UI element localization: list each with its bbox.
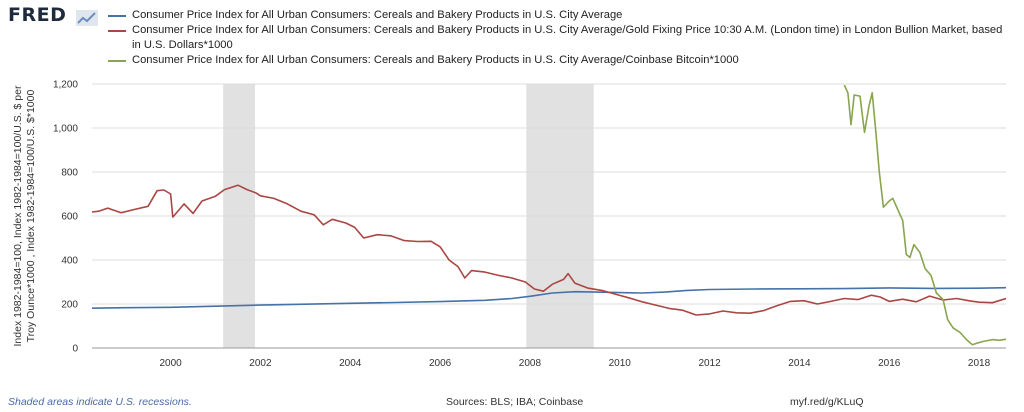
x-tick-label: 2018 [968,358,991,369]
y-tick-label: 800 [61,168,78,179]
recessions-note: Shaded areas indicate U.S. recessions. [8,396,192,408]
legend-label-gold: Consumer Price Index for All Urban Consu… [132,24,1003,51]
x-tick-label: 2012 [698,358,721,369]
x-tick-label: 2010 [609,358,632,369]
legend-swatch-bitcoin [108,60,126,62]
y-tick-label: 400 [61,256,78,267]
grid-layer [92,83,1006,349]
x-tick-label: 2004 [339,358,362,369]
fred-chart-icon [76,10,98,26]
legend-item-cpi: Consumer Price Index for All Urban Consu… [108,8,1008,23]
sources-text: Sources: BLS; IBA; Coinbase [446,396,584,408]
legend-swatch-cpi [108,15,126,17]
chart-legend: Consumer Price Index for All Urban Consu… [108,8,1008,68]
y-tick-label: 200 [61,300,78,311]
y-tick-label: 1,200 [53,80,78,91]
series-line-cpi[interactable] [92,286,1006,309]
legend-label-cpi: Consumer Price Index for All Urban Consu… [132,9,623,21]
x-tick-label: 2000 [159,358,182,369]
x-tick-label: 2008 [519,358,542,369]
y-tick-label: 600 [61,212,78,223]
legend-swatch-gold [108,30,126,32]
legend-item-bitcoin: Consumer Price Index for All Urban Consu… [108,53,1008,68]
x-tick-label: 2006 [429,358,452,369]
series-line-gold-ratio[interactable] [92,184,1006,316]
y-tick-label: 0 [72,344,78,355]
fred-logo[interactable]: FRED [8,4,67,26]
series-line-bitcoin-ratio[interactable] [843,84,1006,346]
short-url-link[interactable]: myf.red/g/KLuQ [790,396,864,408]
x-tick-label: 2002 [249,358,272,369]
legend-item-gold: Consumer Price Index for All Urban Consu… [108,23,1008,53]
y-tick-label: 1,000 [53,124,78,135]
x-tick-label: 2014 [788,358,811,369]
tick-layer: 0 200 400 600 800 1,000 1,200 2000 2002 2004 2006 2… [53,80,991,370]
series-layer [92,84,1006,346]
x-tick-label: 2016 [878,358,901,369]
legend-label-bitcoin: Consumer Price Index for All Urban Consu… [132,54,739,66]
